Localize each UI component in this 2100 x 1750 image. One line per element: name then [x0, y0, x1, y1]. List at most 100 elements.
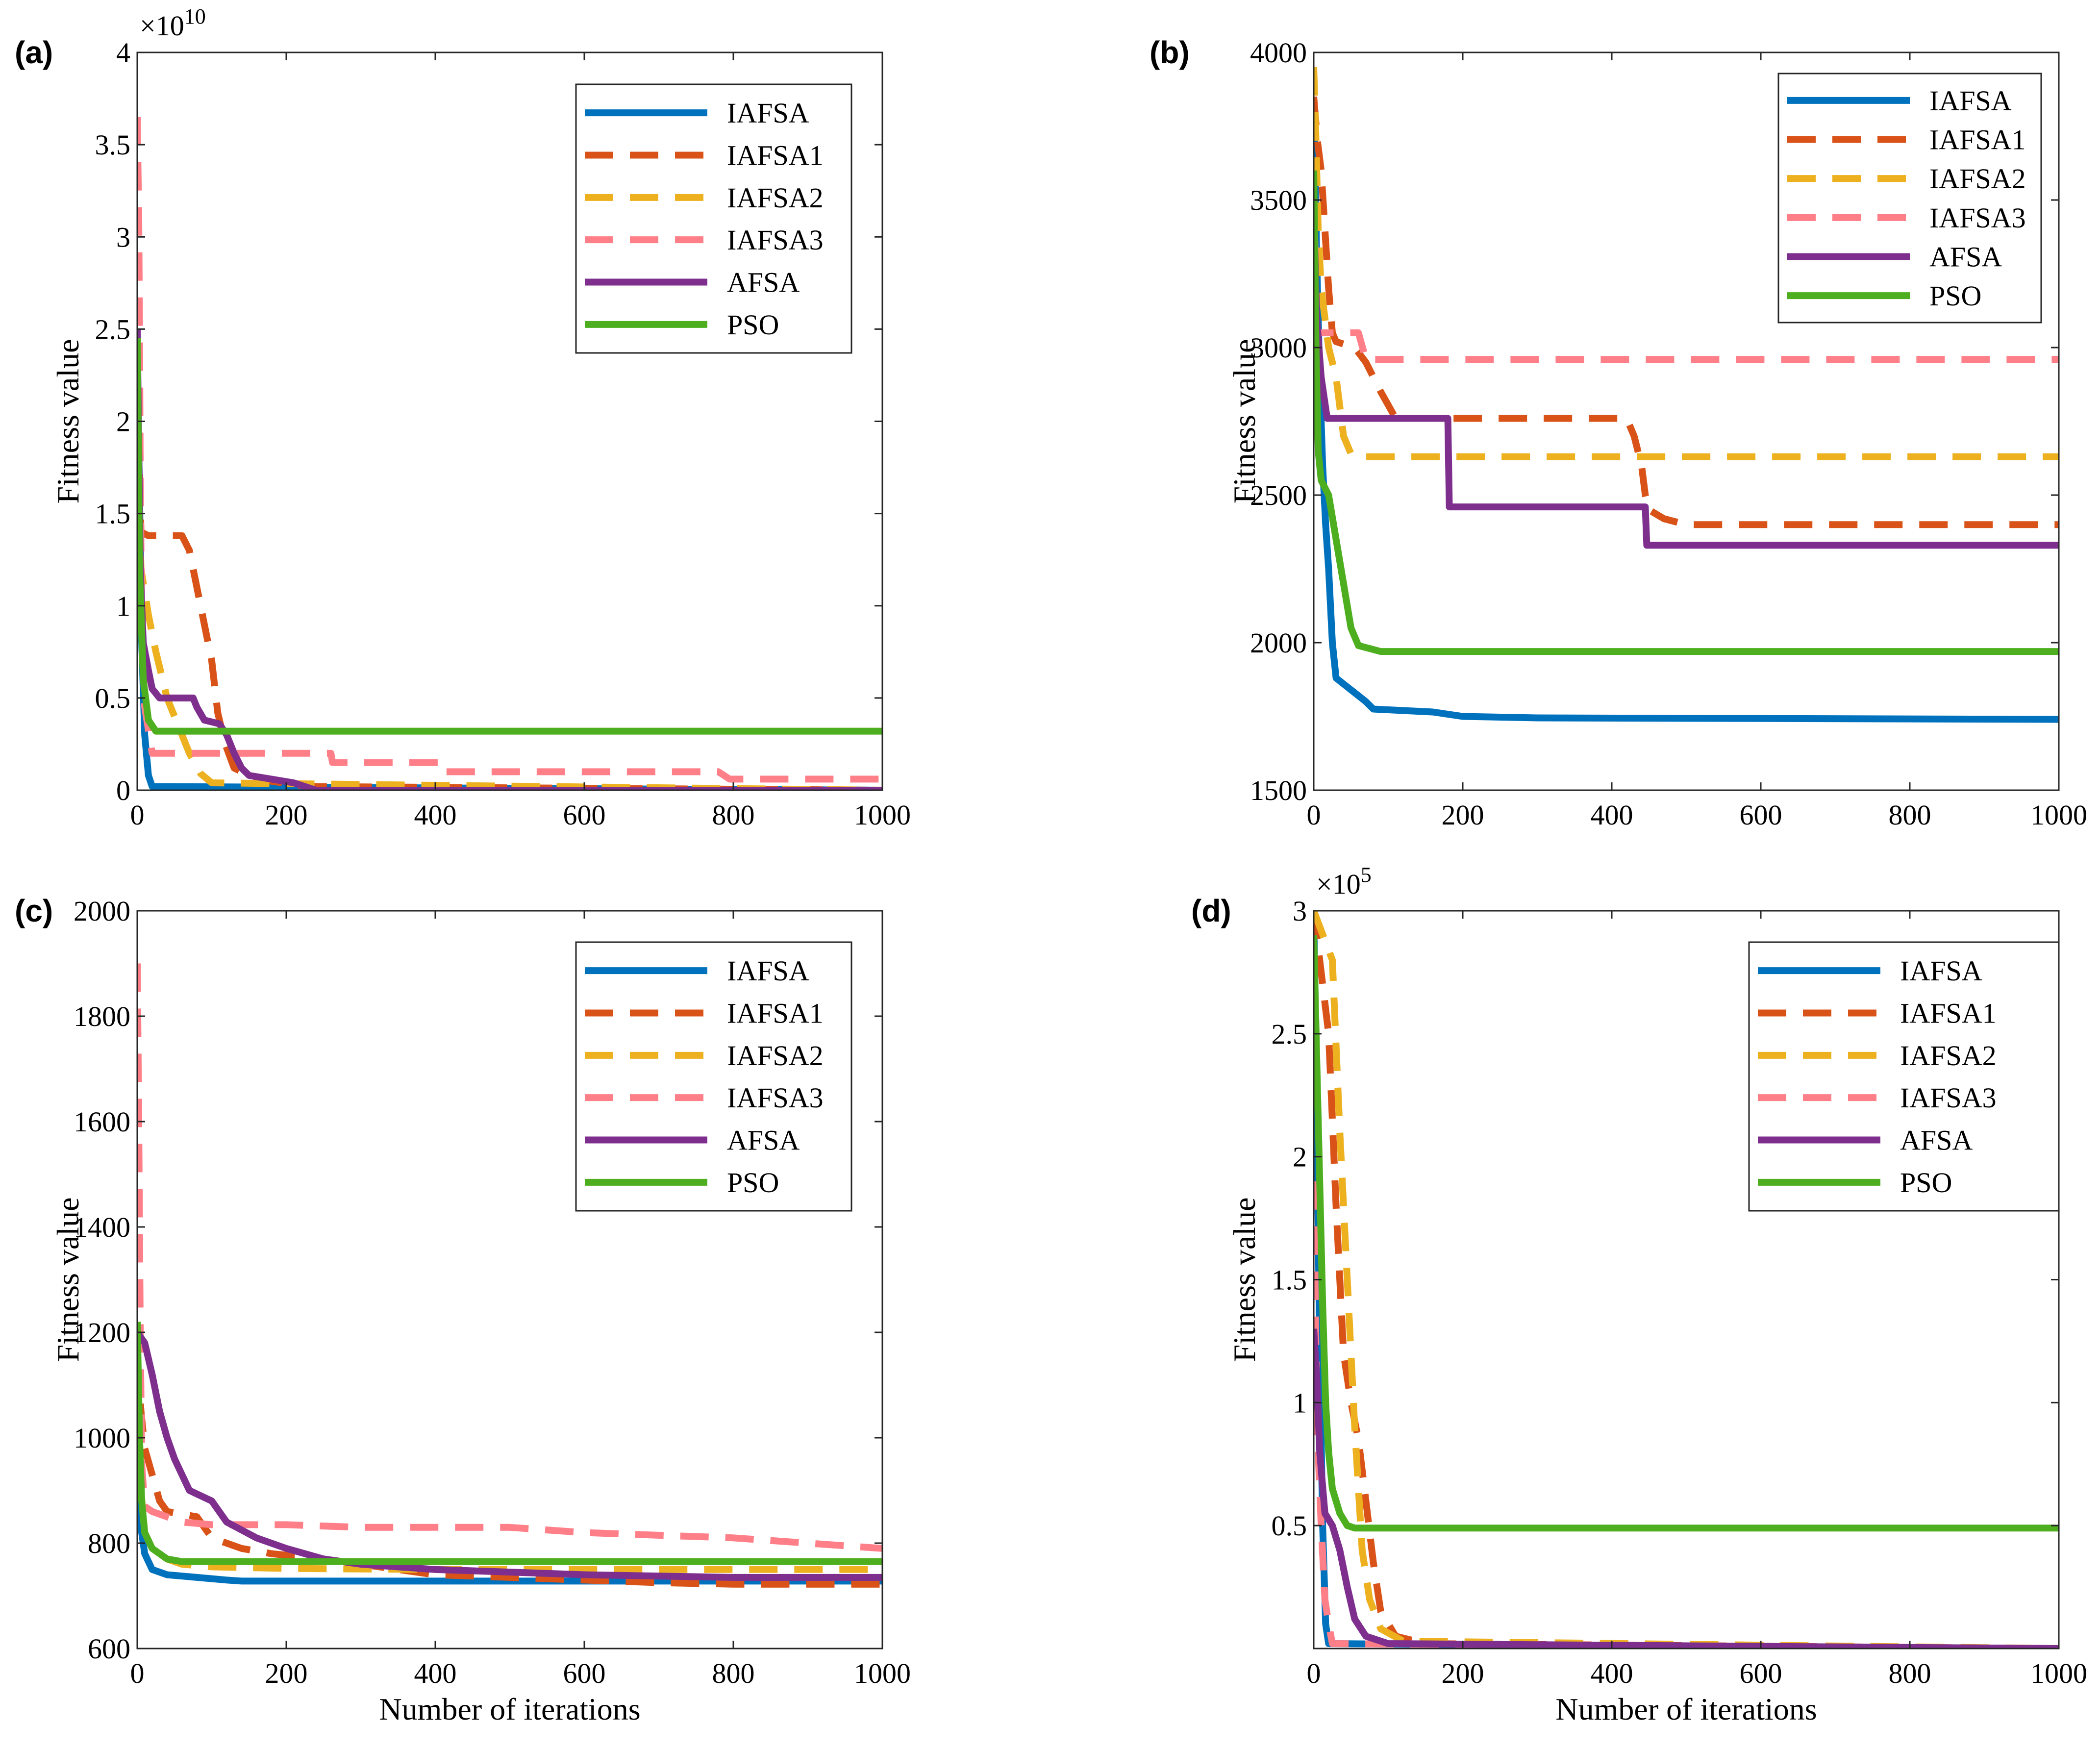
x-tick-label: 200: [1442, 799, 1484, 831]
legend-label-iafsa1: IAFSA1: [1929, 124, 2026, 156]
legend-label-pso: PSO: [727, 309, 779, 341]
x-tick-label: 600: [563, 1657, 606, 1689]
series-line-afsa: [137, 1330, 882, 1581]
x-tick-label: 800: [1889, 1657, 1931, 1689]
y-tick-label: 3000: [1250, 332, 1307, 364]
y-scale-label: ×105: [1316, 863, 1372, 900]
series-line-iafsa1: [137, 1358, 882, 1588]
series-line-iafsa3: [137, 963, 882, 1552]
legend-label-iafsa1: IAFSA1: [727, 140, 824, 172]
series-group: [1314, 911, 2059, 1649]
x-tick-label: 600: [563, 799, 606, 831]
y-tick-label: 800: [88, 1527, 130, 1559]
legend-label-iafsa3: IAFSA3: [727, 1082, 824, 1114]
y-tick-label: 2000: [74, 895, 130, 927]
y-tick-label: 2500: [1250, 479, 1307, 511]
legend: IAFSA IAFSA1 IAFSA2 IAFSA3 AFSA PSO: [575, 941, 852, 1212]
x-axis-label: Number of iterations: [379, 1692, 640, 1726]
axes-box: [136, 910, 883, 1650]
chart-panel-3: 0 200 400 600 800 1000 0.5 1 1.5 2 2.5 3 ×105 (d) Fitn…: [1191, 863, 2087, 1726]
x-tick-label: 400: [1591, 799, 1633, 831]
series-line-iafsa: [1314, 97, 2059, 723]
series-group: [1314, 67, 2059, 723]
y-axis-label: Fitness value: [1227, 1198, 1262, 1362]
legend-label-afsa: AFSA: [727, 267, 800, 299]
panel-label: (b): [1150, 35, 1190, 70]
y-scale-label: ×1010: [140, 4, 206, 42]
x-tick-label: 600: [1740, 1657, 1782, 1689]
y-tick-label: 3500: [1250, 184, 1307, 216]
legend-label-pso: PSO: [1929, 280, 1981, 312]
y-tick-label: 0: [116, 775, 130, 806]
x-tick-label: 800: [1889, 799, 1931, 831]
panel-label: (d): [1191, 893, 1231, 928]
y-tick-label: 3: [116, 221, 130, 253]
legend-label-iafsa3: IAFSA3: [1900, 1082, 1997, 1114]
series-line-iafsa2: [137, 421, 882, 790]
legend-box: [575, 941, 852, 1212]
x-tick-label: 0: [130, 1657, 145, 1689]
y-tick-label: 1400: [74, 1211, 130, 1243]
series-line-iafsa: [137, 1395, 882, 1585]
y-tick-label: 1.5: [95, 498, 131, 530]
legend-label-iafsa: IAFSA: [1900, 955, 1982, 987]
y-tick-label: 2000: [1250, 627, 1307, 659]
series-line-afsa: [137, 329, 882, 790]
legend-label-iafsa3: IAFSA3: [727, 224, 824, 256]
x-tick-label: 400: [414, 799, 457, 831]
series-line-pso: [1314, 170, 2059, 655]
legend-label-afsa: AFSA: [1900, 1125, 1973, 1156]
y-tick-label: 1200: [74, 1317, 130, 1349]
y-tick-label: 3: [1293, 895, 1307, 927]
y-tick-label: 1: [1293, 1387, 1307, 1419]
legend-label-iafsa3: IAFSA3: [1929, 202, 2026, 234]
panel-label: (a): [15, 35, 53, 70]
y-tick-label: 2: [116, 406, 130, 438]
legend-label-iafsa2: IAFSA2: [727, 1040, 824, 1072]
x-tick-label: 200: [265, 1657, 308, 1689]
y-tick-label: 0.5: [95, 682, 131, 714]
legend-label-pso: PSO: [1900, 1167, 1952, 1199]
legend: IAFSA IAFSA1 IAFSA2 IAFSA3 AFSA PSO: [1777, 73, 2042, 324]
x-tick-label: 0: [1307, 1657, 1321, 1689]
y-tick-label: 4000: [1250, 37, 1307, 69]
series-line-iafsa3: [1314, 1181, 2059, 1649]
series-line-iafsa1: [1314, 96, 2059, 528]
series-line-pso: [137, 338, 882, 735]
series-line-iafsa: [137, 366, 882, 790]
legend-box: [1777, 73, 2042, 324]
chart-panel-1: 0 200 400 600 800 1000 1500 2000 2500 3000 3500 400…: [1150, 35, 2087, 831]
panel-label: (c): [15, 893, 53, 928]
legend-box: [575, 83, 852, 354]
x-tick-label: 1000: [854, 1657, 911, 1689]
legend-label-afsa: AFSA: [1929, 241, 2002, 273]
x-tick-label: 600: [1740, 799, 1782, 831]
legend-box: [1748, 941, 2060, 1212]
x-tick-label: 800: [712, 799, 755, 831]
y-axis-label: Fitness value: [50, 1198, 85, 1362]
x-tick-label: 1000: [854, 799, 911, 831]
axes-box: [1313, 51, 2060, 791]
y-tick-label: 2: [1293, 1141, 1307, 1173]
y-axis-label: Fitness value: [50, 339, 85, 504]
series-group: [137, 963, 882, 1588]
x-tick-label: 200: [1442, 1657, 1484, 1689]
x-tick-label: 0: [130, 799, 145, 831]
legend-label-afsa: AFSA: [727, 1125, 800, 1156]
y-tick-label: 1.5: [1272, 1264, 1307, 1296]
y-tick-label: 2.5: [95, 313, 131, 345]
y-tick-label: 1800: [74, 1000, 130, 1032]
y-tick-label: 1600: [74, 1106, 130, 1138]
y-tick-label: 1500: [1250, 775, 1307, 806]
legend-label-iafsa1: IAFSA1: [727, 998, 824, 1029]
chart-panel-2: 0 200 400 600 800 1000 600 800 1000 1200 1400 1600 1…: [15, 893, 911, 1726]
series-line-pso: [1314, 935, 2059, 1532]
x-tick-label: 800: [712, 1657, 755, 1689]
x-tick-label: 200: [265, 799, 308, 831]
x-tick-label: 0: [1307, 799, 1321, 831]
y-axis-label: Fitness value: [1227, 339, 1262, 504]
series-line-iafsa2: [1314, 67, 2059, 460]
legend-label-iafsa2: IAFSA2: [1900, 1040, 1997, 1072]
series-line-iafsa2: [1314, 911, 2059, 1649]
